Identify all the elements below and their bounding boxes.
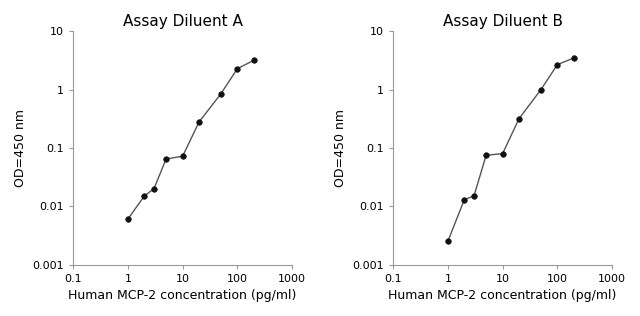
Title: Assay Diluent A: Assay Diluent A bbox=[123, 14, 243, 29]
Title: Assay Diluent B: Assay Diluent B bbox=[443, 14, 563, 29]
Y-axis label: OD=450 nm: OD=450 nm bbox=[334, 109, 347, 187]
Y-axis label: OD=450 nm: OD=450 nm bbox=[14, 109, 27, 187]
X-axis label: Human MCP-2 concentration (pg/ml): Human MCP-2 concentration (pg/ml) bbox=[68, 289, 297, 302]
X-axis label: Human MCP-2 concentration (pg/ml): Human MCP-2 concentration (pg/ml) bbox=[388, 289, 617, 302]
